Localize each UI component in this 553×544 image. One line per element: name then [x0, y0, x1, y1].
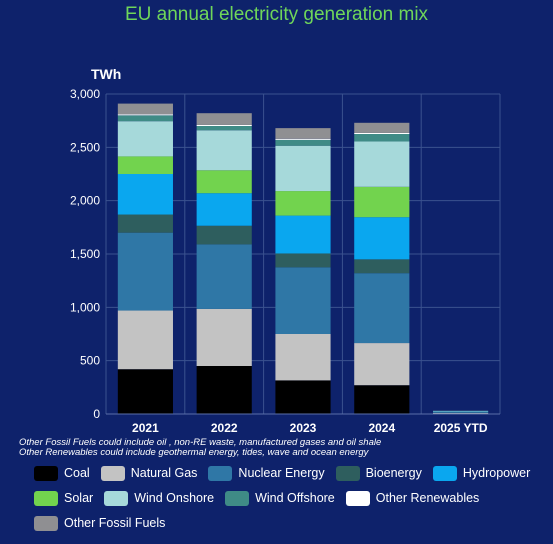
legend-label: Coal	[64, 466, 90, 480]
bar-segment-solar-2021	[117, 156, 173, 174]
bar-segment-other-fossil-fuels-2023	[275, 128, 331, 139]
legend-item-wind-onshore[interactable]: Wind Onshore	[104, 489, 214, 507]
bar-segment-other-fossil-fuels-2021	[117, 103, 173, 115]
legend-label: Other Fossil Fuels	[64, 516, 166, 530]
legend-swatch	[225, 490, 250, 506]
bar-segment-nuclear-energy-2022	[196, 244, 252, 309]
legend-label: Natural Gas	[130, 466, 198, 480]
bar-segment-nuclear-energy-2024	[354, 273, 410, 344]
bar-segment-hydropower-2024	[354, 217, 410, 260]
note-other-renewables: Other Renewables could include geotherma…	[19, 447, 369, 458]
y-tick-label: 0	[93, 407, 100, 421]
legend-item-nuclear-energy[interactable]: Nuclear Energy	[208, 464, 325, 482]
bar-segment-hydropower-2021	[117, 174, 173, 215]
legend-label: Bioenergy	[365, 466, 422, 480]
legend-item-hydropower[interactable]: Hydropower	[432, 464, 531, 482]
bar-segment-wind-offshore-2022	[196, 126, 252, 131]
legend-item-solar[interactable]: Solar	[34, 489, 93, 507]
bar-segment-natural-gas-2023	[275, 334, 331, 381]
bar-segment-wind-onshore-2021	[117, 121, 173, 157]
y-tick-label: 2,000	[70, 194, 100, 208]
bar-segment-wind-onshore-2025-ytd	[433, 410, 489, 412]
bar-segment-bioenergy-2024	[354, 259, 410, 274]
legend-item-other-renewables[interactable]: Other Renewables	[345, 489, 480, 507]
y-tick-label: 2,500	[70, 140, 100, 154]
bar-segment-bioenergy-2021	[117, 214, 173, 233]
legend-swatch	[34, 465, 58, 481]
x-tick-label: 2022	[211, 421, 238, 435]
legend-label: Wind Onshore	[134, 491, 215, 505]
stacked-bar-chart: 0 500 1,000 1,500 2,000 2,500 3,000 2021 2022 202…	[70, 87, 501, 435]
legend-item-bioenergy[interactable]: Bioenergy	[335, 464, 422, 482]
bar-segment-nuclear-energy-2021	[117, 232, 173, 311]
bar-segment-other-renewables-2021	[117, 114, 173, 116]
bar-segment-bioenergy-2023	[275, 253, 331, 268]
x-tick-label: 2024	[368, 421, 395, 435]
note-other-fossil-fuels: Other Fossil Fuels could include oil , n…	[19, 437, 382, 448]
bar-segment-natural-gas-2022	[196, 308, 252, 366]
bar-segment-wind-offshore-2024	[354, 134, 410, 142]
bar-segment-solar-2023	[275, 191, 331, 216]
bar-segment-other-renewables-2024	[354, 132, 410, 134]
chart-legend: Coal Natural Gas Nuclear Energy Bioenergy Hy…	[34, 464, 549, 532]
bar-segment-other-renewables-2023	[275, 138, 331, 140]
legend-swatch	[335, 465, 360, 481]
y-tick-label: 3,000	[70, 87, 100, 101]
bar-segment-hydropower-2022	[196, 193, 252, 226]
legend-swatch	[208, 465, 233, 481]
legend-swatch	[34, 490, 58, 506]
legend-label: Nuclear Energy	[238, 466, 325, 480]
y-tick-label: 500	[80, 354, 100, 368]
legend-item-coal[interactable]: Coal	[34, 464, 90, 482]
legend-label: Wind Offshore	[255, 491, 335, 505]
bar-segment-natural-gas-2021	[117, 310, 173, 370]
bar-segment-wind-offshore-2021	[117, 115, 173, 122]
bar-segment-wind-onshore-2023	[275, 145, 331, 192]
bar-segment-wind-onshore-2022	[196, 130, 252, 171]
x-tick-label: 2023	[290, 421, 317, 435]
bar-segment-nuclear-energy-2025-ytd	[433, 412, 489, 413]
x-tick-label: 2025 YTD	[434, 421, 488, 435]
legend-item-natural-gas[interactable]: Natural Gas	[100, 464, 198, 482]
y-tick-label: 1,000	[70, 300, 100, 314]
bar-segment-coal-2021	[117, 369, 173, 414]
chart-notes: Other Fossil Fuels could include oil , n…	[19, 438, 539, 458]
x-tick-label: 2021	[132, 421, 159, 435]
legend-swatch	[432, 465, 457, 481]
bar-segment-other-fossil-fuels-2022	[196, 113, 252, 125]
legend-item-other-fossil-fuels[interactable]: Other Fossil Fuels	[34, 514, 165, 532]
legend-label: Solar	[64, 491, 94, 505]
legend-swatch	[345, 490, 370, 506]
bar-segment-natural-gas-2025-ytd	[433, 412, 489, 414]
chart-title: EU annual electricity generation mix	[124, 4, 429, 25]
bar-segment-coal-2023	[275, 380, 331, 414]
legend-label: Hydropower	[462, 466, 531, 480]
legend-swatch	[34, 515, 58, 531]
bar-segment-natural-gas-2024	[354, 343, 410, 386]
legend-swatch	[104, 490, 129, 506]
bar-segment-coal-2024	[354, 385, 410, 414]
bar-segment-coal-2022	[196, 366, 252, 414]
bar-segment-other-fossil-fuels-2024	[354, 122, 410, 133]
bar-segment-solar-2024	[354, 186, 410, 218]
legend-swatch	[100, 465, 125, 481]
y-tick-label: 1,500	[70, 247, 100, 261]
legend-item-wind-offshore[interactable]: Wind Offshore	[225, 489, 335, 507]
bar-segment-solar-2022	[196, 170, 252, 194]
y-axis-unit-label: TWh	[91, 66, 122, 82]
legend-label: Other Renewables	[375, 491, 480, 505]
bar-segment-wind-onshore-2024	[354, 141, 410, 187]
bar-segment-nuclear-energy-2023	[275, 267, 331, 334]
bar-segment-hydropower-2023	[275, 215, 331, 254]
bar-segment-other-renewables-2022	[196, 124, 252, 126]
bar-segment-wind-offshore-2023	[275, 139, 331, 146]
bar-segment-bioenergy-2022	[196, 225, 252, 245]
